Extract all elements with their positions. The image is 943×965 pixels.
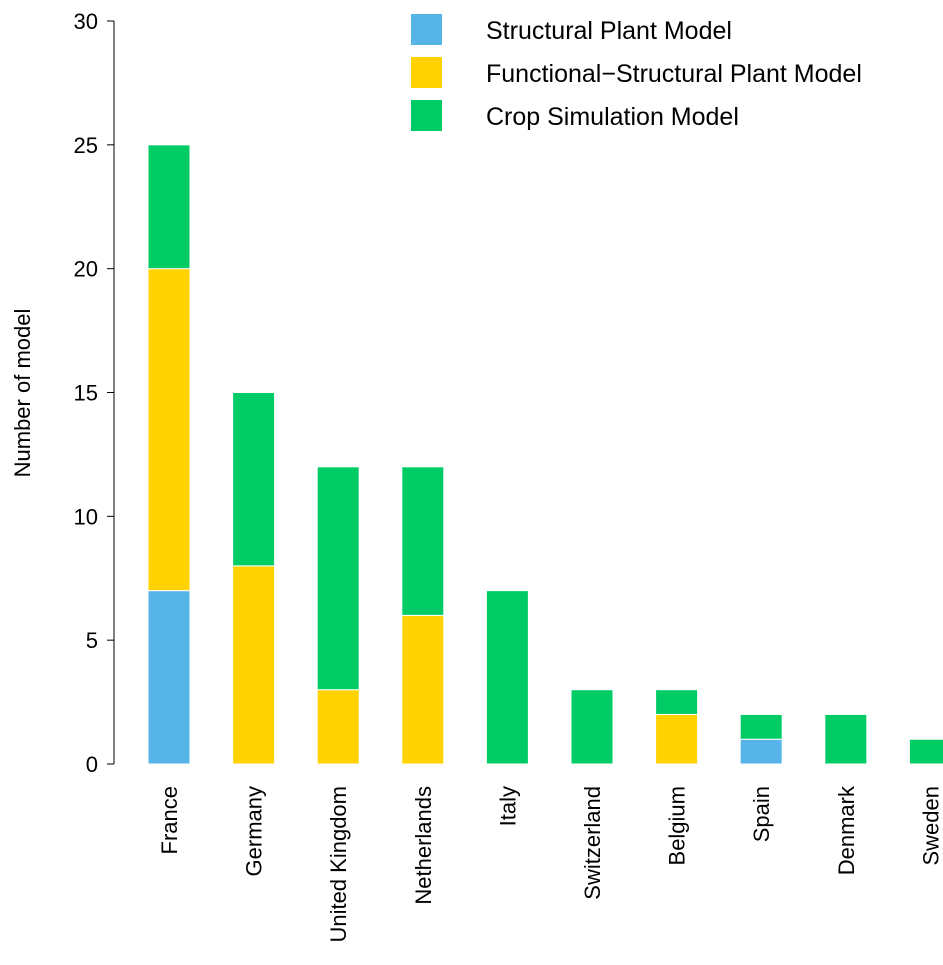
bar-segment (232, 565, 276, 765)
y-tick-label: 30 (74, 9, 98, 34)
legend: Structural Plant Model Functional−Structu… (411, 14, 862, 131)
bar-segment (655, 689, 699, 715)
x-tick-label: Germany (242, 786, 267, 876)
y-tick-label: 15 (74, 381, 98, 406)
bar-segment (485, 590, 529, 765)
legend-swatch (411, 100, 442, 131)
legend-swatch (411, 57, 442, 88)
y-tick-label: 20 (74, 257, 98, 282)
bar-segment (147, 268, 191, 592)
bar-segment (739, 713, 783, 740)
legend-label: Crop Simulation Model (486, 103, 739, 131)
bar-segment (316, 689, 360, 765)
x-tick-label: Sweden (918, 786, 943, 866)
bar-segment (401, 466, 445, 616)
bars (147, 144, 943, 765)
bar-segment (824, 713, 868, 765)
x-tick-label: Switzerland (580, 786, 605, 900)
bar-segment (232, 392, 276, 567)
x-tick-label: Italy (495, 786, 520, 826)
bar-segment (655, 713, 699, 765)
legend-label: Functional−Structural Plant Model (486, 60, 862, 88)
bar-segment (401, 614, 445, 765)
x-tick-label: France (157, 786, 182, 854)
x-tick-label: Spain (749, 786, 774, 842)
bar-segment (739, 738, 783, 765)
bar-segment (147, 144, 191, 270)
y-tick-label: 25 (74, 133, 98, 158)
x-tick-label: Netherlands (411, 786, 436, 905)
x-tick-label: Belgium (665, 786, 690, 865)
bar-segment (316, 466, 360, 691)
bar-segment (570, 689, 614, 765)
y-tick-label: 0 (86, 752, 98, 777)
bar-segment (908, 738, 943, 765)
x-tick-label: Denmark (834, 785, 859, 875)
bar-segment (147, 590, 191, 765)
y-tick-label: 10 (74, 504, 98, 529)
y-tick-label: 5 (86, 628, 98, 653)
x-tick-label: United Kingdom (326, 786, 351, 943)
legend-swatch (411, 14, 442, 45)
legend-label: Structural Plant Model (486, 17, 732, 45)
y-axis-title: Number of model (10, 309, 35, 478)
x-axis-labels: France Germany United Kingdom Netherlands It… (157, 785, 943, 943)
y-axis: 0 5 10 15 20 25 30 (74, 9, 115, 777)
